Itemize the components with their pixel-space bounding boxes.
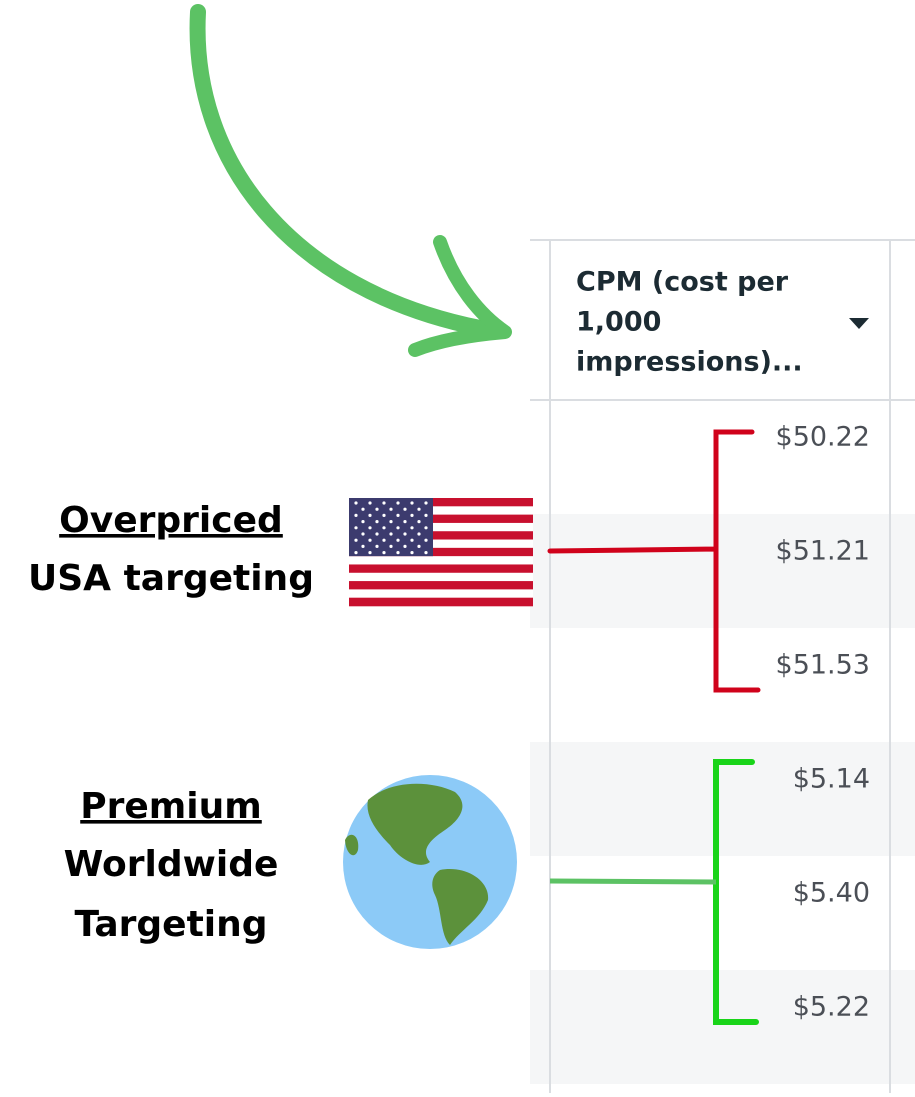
bracket bbox=[713, 759, 759, 1025]
row-bg bbox=[530, 970, 915, 1084]
star bbox=[361, 532, 365, 536]
cell-value: $5.40 bbox=[793, 878, 870, 909]
star bbox=[396, 513, 400, 518]
star bbox=[382, 513, 386, 518]
star bbox=[403, 544, 407, 549]
star bbox=[368, 538, 372, 542]
star bbox=[396, 526, 400, 530]
star bbox=[403, 507, 407, 511]
annotation-text: USA targeting bbox=[28, 558, 314, 599]
cell-value: $5.14 bbox=[793, 764, 870, 795]
stripe bbox=[349, 531, 533, 540]
column-header: CPM (cost per bbox=[576, 267, 789, 298]
star bbox=[396, 538, 400, 542]
star bbox=[417, 520, 421, 524]
star bbox=[354, 501, 358, 505]
connector bbox=[549, 878, 717, 885]
star bbox=[382, 538, 386, 542]
stripe bbox=[349, 498, 533, 507]
stripe bbox=[349, 564, 533, 574]
star bbox=[361, 544, 365, 549]
usa-flag bbox=[349, 498, 533, 607]
stripe bbox=[349, 547, 533, 557]
stripe bbox=[349, 506, 533, 515]
star bbox=[368, 501, 372, 505]
star bbox=[354, 526, 358, 530]
stripe bbox=[349, 589, 533, 598]
annotation-text: Targeting bbox=[74, 904, 267, 945]
star bbox=[375, 520, 379, 524]
cell-value: $51.21 bbox=[776, 536, 870, 567]
star bbox=[375, 532, 379, 536]
star bbox=[361, 520, 365, 524]
star bbox=[354, 538, 358, 542]
stripe bbox=[349, 514, 533, 524]
star bbox=[389, 507, 393, 511]
star bbox=[368, 551, 372, 555]
star bbox=[382, 526, 386, 530]
star bbox=[368, 526, 372, 530]
arrow-head bbox=[408, 235, 512, 357]
bracket bbox=[547, 429, 761, 693]
star bbox=[375, 544, 379, 549]
star bbox=[410, 501, 414, 505]
sort-icon[interactable] bbox=[849, 318, 869, 329]
arrow bbox=[189, 4, 488, 336]
column-header: 1,000 bbox=[576, 307, 661, 338]
star bbox=[410, 513, 414, 518]
table: CPM (cost per 1,000 impressions)... $50.22 $… bbox=[530, 239, 915, 1093]
star bbox=[389, 520, 393, 524]
star bbox=[382, 501, 386, 505]
annotation-title: Premium bbox=[80, 786, 262, 827]
star bbox=[417, 544, 421, 549]
star bbox=[354, 513, 358, 518]
star bbox=[361, 507, 365, 511]
cell-value: $51.53 bbox=[776, 650, 870, 681]
star bbox=[354, 551, 358, 555]
star bbox=[410, 551, 414, 555]
cell-value: $50.22 bbox=[776, 422, 870, 453]
stripe bbox=[349, 522, 533, 532]
stripe bbox=[349, 556, 533, 565]
column-header: impressions)... bbox=[576, 347, 803, 378]
globe bbox=[343, 775, 517, 949]
star bbox=[368, 513, 372, 518]
star bbox=[424, 526, 428, 530]
star bbox=[389, 532, 393, 536]
star bbox=[410, 526, 414, 530]
star bbox=[424, 551, 428, 555]
annotation-text: Worldwide bbox=[64, 844, 279, 885]
stripe bbox=[349, 597, 533, 607]
star bbox=[410, 538, 414, 542]
stripe bbox=[349, 539, 533, 549]
star bbox=[396, 551, 400, 555]
star bbox=[403, 532, 407, 536]
star bbox=[389, 544, 393, 549]
star bbox=[424, 538, 428, 542]
stripe bbox=[349, 572, 533, 582]
stripe bbox=[349, 581, 533, 590]
star bbox=[375, 507, 379, 511]
row-bg bbox=[530, 514, 915, 628]
star bbox=[382, 551, 386, 555]
star bbox=[403, 520, 407, 524]
star bbox=[417, 532, 421, 536]
annotation-title: Overpriced bbox=[59, 500, 283, 541]
star bbox=[396, 501, 400, 505]
star bbox=[417, 507, 421, 511]
star bbox=[424, 513, 428, 518]
star bbox=[424, 501, 428, 505]
cell-value: $5.22 bbox=[793, 992, 870, 1023]
